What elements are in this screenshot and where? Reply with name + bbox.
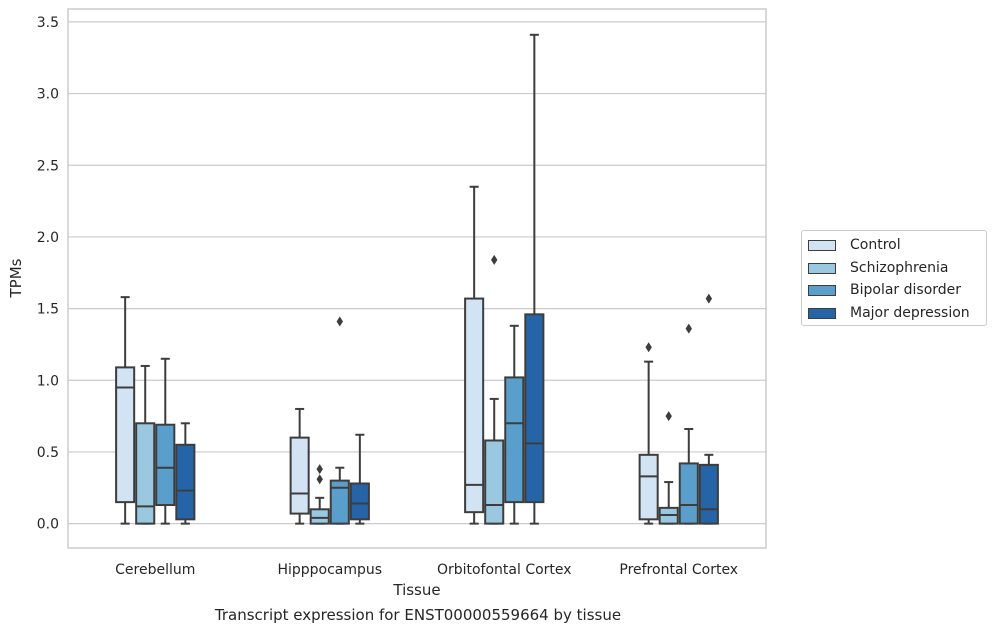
- legend-label-bipolar-disorder: Bipolar disorder: [850, 282, 962, 298]
- box-bipolar-disorder-prefrontal-cortex: [678, 323, 699, 525]
- box-body: [504, 376, 525, 504]
- box-major-depression-prefrontal-cortex: [698, 293, 719, 525]
- legend-item-bipolar-disorder: Bipolar disorder: [808, 280, 961, 300]
- box-major-depression-orbitofontal-cortex: [524, 33, 545, 525]
- box-body: [115, 366, 136, 504]
- box-body: [698, 463, 719, 525]
- box-body: [464, 297, 485, 514]
- box-body: [484, 439, 505, 525]
- box-bipolar-disorder-orbitofontal-cortex: [504, 324, 525, 525]
- box-body: [678, 462, 699, 525]
- y-tick-label: 3.0: [37, 87, 59, 103]
- legend: Control Schizophrenia Bipolar disorder M…: [801, 230, 987, 326]
- box-schizophrenia-prefrontal-cortex: [658, 411, 679, 525]
- plot-frame: [67, 8, 767, 549]
- outlier-point: [665, 411, 672, 422]
- box-schizophrenia-cerebellum: [135, 364, 156, 525]
- box-body: [135, 422, 156, 525]
- y-tick-label: 0.0: [37, 517, 59, 533]
- chart-title: Transcript expression for ENST0000055966…: [214, 606, 622, 624]
- box-body: [349, 482, 370, 521]
- outlier-point: [645, 342, 652, 353]
- box-major-depression-hipppocampus: [349, 433, 370, 525]
- boxes: [115, 33, 719, 525]
- box-major-depression-cerebellum: [175, 422, 196, 525]
- box-schizophrenia-orbitofontal-cortex: [484, 254, 505, 525]
- outlier-point: [316, 464, 323, 475]
- y-tick-label: 2.0: [37, 230, 59, 246]
- y-tick-label: 1.0: [37, 373, 59, 389]
- outlier-point: [316, 474, 323, 485]
- legend-label-schizophrenia: Schizophrenia: [850, 260, 949, 276]
- outlier-point: [336, 316, 343, 327]
- legend-swatch-schizophrenia: [808, 262, 836, 274]
- y-tick-labels: 0.0 0.5 1.0 1.5 2.0 2.5 3.0 3.5: [37, 15, 59, 533]
- box-bipolar-disorder-hipppocampus: [329, 316, 350, 525]
- x-tick-label: Cerebellum: [115, 562, 195, 578]
- box-schizophrenia-hipppocampus: [309, 464, 330, 525]
- box-control-hipppocampus: [289, 407, 310, 525]
- x-axis-label: Tissue: [392, 581, 440, 599]
- outlier-point: [491, 254, 498, 265]
- outlier-point: [705, 293, 713, 304]
- box-body: [524, 313, 545, 504]
- legend-item-major-depression: Major depression: [808, 303, 970, 323]
- y-tick-label: 1.5: [37, 302, 59, 318]
- box-control-prefrontal-cortex: [638, 342, 659, 525]
- x-tick-label: Orbitofontal Cortex: [437, 562, 572, 578]
- box-bipolar-disorder-cerebellum: [155, 357, 176, 525]
- x-tick-labels: Cerebellum Hipppocampus Orbitofontal Corte…: [115, 562, 738, 578]
- y-tick-label: 3.5: [37, 15, 59, 31]
- legend-item-control: Control: [808, 235, 901, 255]
- legend-label-control: Control: [850, 237, 901, 253]
- box-body: [638, 453, 659, 521]
- legend-swatch-bipolar-disorder: [808, 284, 836, 296]
- box-body: [155, 423, 176, 506]
- legend-item-schizophrenia: Schizophrenia: [808, 258, 948, 278]
- box-body: [329, 479, 350, 525]
- box-body: [175, 443, 196, 521]
- box-control-orbitofontal-cortex: [464, 185, 485, 525]
- box-control-cerebellum: [115, 296, 136, 525]
- box-body: [309, 508, 330, 525]
- legend-label-major-depression: Major depression: [850, 305, 970, 321]
- y-tick-label: 0.5: [37, 445, 59, 461]
- box-body: [289, 436, 310, 515]
- x-tick-label: Prefrontal Cortex: [619, 562, 738, 578]
- legend-swatch-control: [808, 239, 836, 251]
- legend-swatch-major-depression: [808, 307, 836, 319]
- outlier-point: [685, 323, 692, 334]
- y-axis-label: TPMs: [7, 258, 25, 298]
- y-tick-label: 2.5: [37, 158, 59, 174]
- x-tick-label: Hipppocampus: [277, 562, 382, 578]
